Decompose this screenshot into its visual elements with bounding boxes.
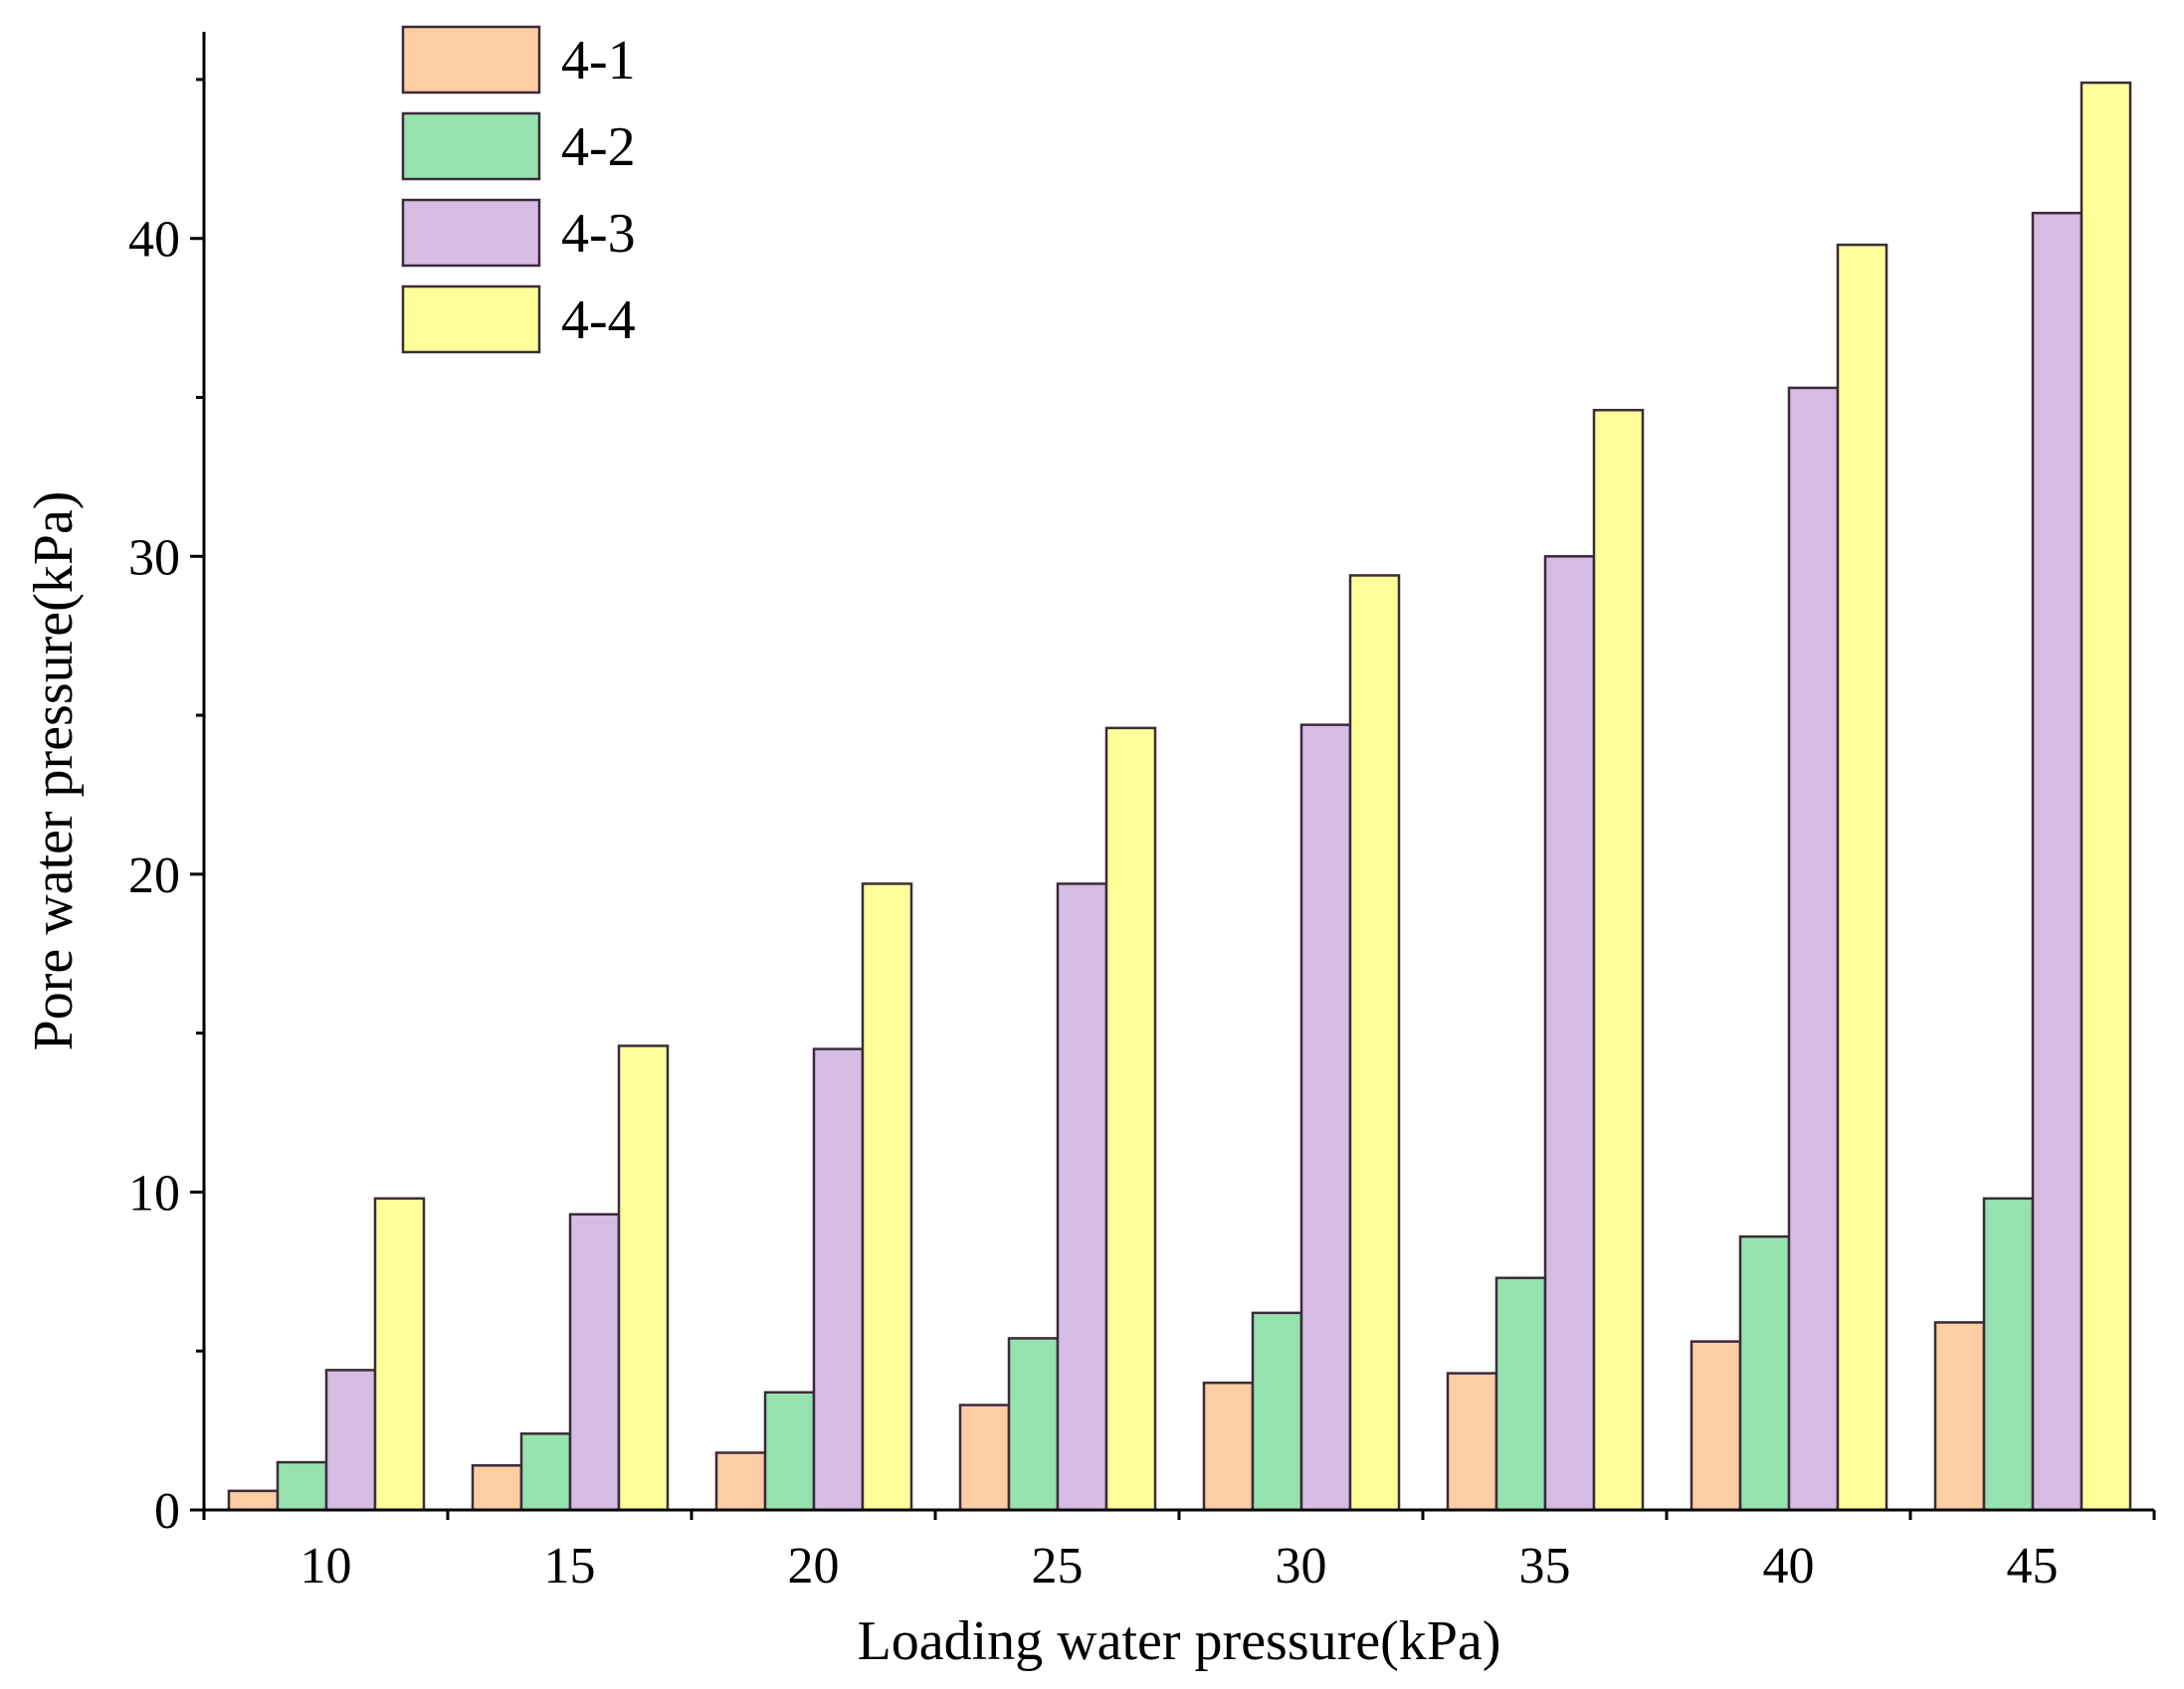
bar-4-1-10 [227,1489,280,1512]
bar-4-3-15 [568,1213,621,1512]
bar-4-4-15 [617,1044,670,1512]
bar-4-4-35 [1592,409,1645,1512]
legend-label-4-2: 4-2 [561,116,636,178]
x-tick-label: 25 [1032,1538,1084,1595]
bar-4-1-25 [958,1404,1011,1512]
bar-4-3-40 [1787,386,1840,1512]
y-axis-title: Pore water pressure(kPa) [23,491,85,1051]
legend-swatch-4-1 [401,25,541,94]
y-tick-label: 10 [128,1165,180,1221]
bar-4-3-45 [2031,211,2084,1512]
x-tick-label: 40 [1763,1538,1815,1595]
x-tick-label: 10 [300,1538,352,1595]
y-tick-label: 0 [154,1483,180,1540]
bar-4-4-10 [373,1197,426,1512]
bar-4-2-20 [763,1391,816,1512]
x-tick-label: 35 [1519,1538,1571,1595]
x-tick-label: 45 [2007,1538,2059,1595]
bar-4-2-40 [1738,1234,1791,1512]
bar-4-3-10 [324,1369,377,1512]
bar-4-1-45 [1933,1321,1986,1512]
axes-layer: 0 10 20 30 40 10 15 20 25 30 35 40 45 [128,32,2156,1595]
bar-4-4-25 [1104,726,1157,1512]
x-axis-title: Loading water pressure(kPa) [858,1610,1501,1672]
legend-label-4-4: 4-4 [561,289,636,351]
x-tick-label: 30 [1276,1538,1327,1595]
bar-4-2-30 [1251,1311,1303,1512]
bar-4-3-20 [812,1047,865,1512]
x-tick-label: 20 [788,1538,840,1595]
legend-label-4-1: 4-1 [561,30,636,92]
bar-4-3-35 [1543,555,1596,1512]
legend-swatch-4-4 [401,284,541,354]
bar-4-1-20 [714,1451,767,1512]
y-tick-label: 20 [128,847,180,904]
bars-layer [227,81,2132,1512]
bar-4-4-30 [1348,574,1401,1512]
bar-4-1-15 [471,1464,523,1512]
y-tick-label: 40 [128,212,180,269]
legend-swatch-4-2 [401,111,541,181]
bar-4-1-35 [1446,1372,1498,1512]
bar-4-4-20 [861,882,913,1512]
legend: 4-1 4-2 4-3 4-4 [401,25,636,354]
bar-4-2-35 [1494,1276,1547,1512]
bar-4-2-15 [519,1432,572,1512]
bar-4-2-10 [276,1460,328,1512]
bar-4-2-45 [1982,1197,2035,1512]
bar-4-3-25 [1056,882,1108,1512]
y-tick-label: 30 [128,529,180,586]
legend-swatch-4-3 [401,198,541,268]
legend-label-4-3: 4-3 [561,203,636,265]
bar-4-3-30 [1299,723,1352,1512]
bar-4-2-25 [1007,1337,1060,1512]
bar-4-1-30 [1202,1381,1255,1512]
bar-4-4-45 [2080,81,2132,1512]
bar-4-4-40 [1836,243,1888,1512]
x-tick-label: 15 [544,1538,596,1595]
bar-4-1-40 [1689,1340,1742,1512]
